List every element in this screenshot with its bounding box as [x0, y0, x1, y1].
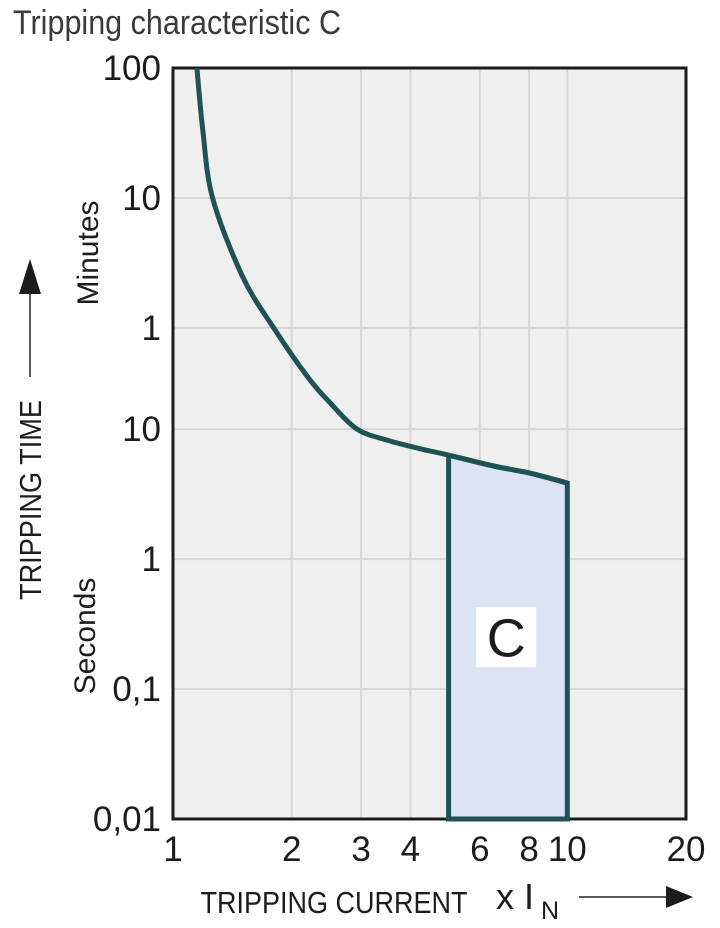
y-axis-minutes-label: Minutes [72, 200, 105, 305]
x-axis-multiplier-subscript: N [541, 897, 559, 925]
plot-border [171, 66, 688, 821]
y-tick-label: 10 [122, 410, 161, 449]
y-tick-label: 0,1 [112, 670, 161, 709]
x-axis-multiplier: x I [496, 876, 534, 917]
y-tick-label: 1 [142, 309, 161, 348]
region-label-box [476, 607, 537, 668]
x-tick-label: 3 [351, 830, 370, 869]
x-tick-label: 8 [519, 830, 538, 869]
x-tick-label: 4 [401, 830, 420, 869]
x-tick-label: 2 [282, 830, 301, 869]
x-tick-label: 20 [667, 830, 706, 869]
gridlines [173, 68, 686, 819]
x-tick-label: 1 [163, 830, 182, 869]
y-axis-seconds-label: Seconds [69, 578, 102, 695]
plot-area [173, 68, 686, 819]
x-axis-direction-arrow-icon [579, 886, 693, 908]
tripping-curve [194, 67, 568, 486]
y-tick-label: 100 [103, 49, 161, 88]
y-tick-label: 10 [122, 179, 161, 218]
chart-title: Tripping characteristic C [13, 4, 341, 42]
y-axis-title: TRIPPING TIME [13, 400, 48, 600]
x-tick-label: 10 [548, 830, 587, 869]
region-label: C [487, 608, 526, 668]
x-axis-tick-labels: 1 2 3 4 6 8 10 20 [163, 830, 705, 869]
y-tick-label: 0,01 [93, 800, 161, 839]
y-tick-label: 1 [142, 540, 161, 579]
y-axis-tick-labels: 100 10 1 10 1 0,1 0,01 [93, 49, 161, 839]
x-tick-label: 6 [470, 830, 489, 869]
tripping-curve-path [194, 67, 568, 486]
x-axis-title: TRIPPING CURRENT [201, 885, 468, 920]
y-axis-direction-arrow-icon [19, 259, 41, 377]
